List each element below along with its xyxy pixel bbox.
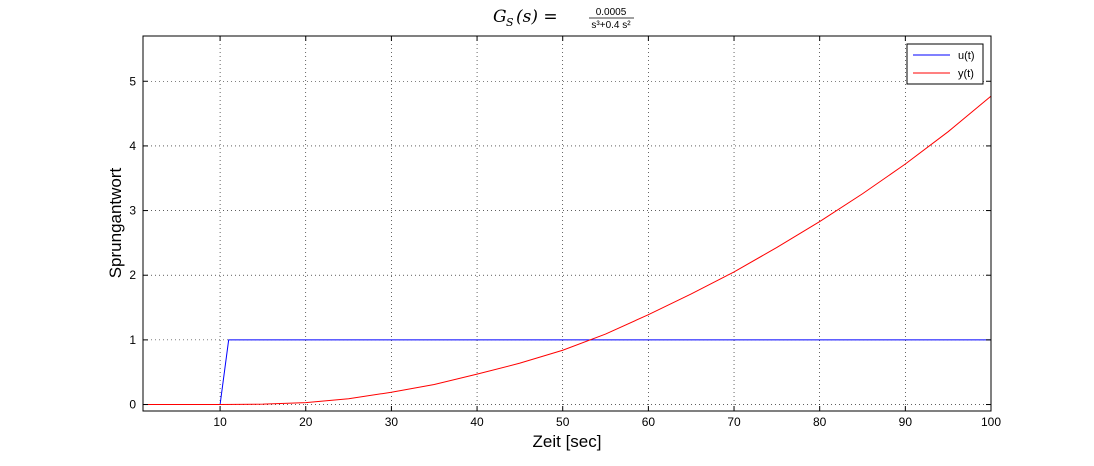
- legend: u(t) y(t): [906, 43, 984, 85]
- x-axis-label: Zeit [sec]: [533, 432, 602, 451]
- title-numerator: 0.0005: [596, 7, 627, 18]
- title-lhs-arg: (s) =: [516, 7, 558, 27]
- title-lhs: G: [493, 7, 507, 27]
- x-tick-label: 80: [813, 415, 827, 429]
- y-tick-label: 1: [129, 333, 136, 347]
- x-tick-label: 100: [981, 415, 1001, 429]
- y-tick-label: 5: [129, 74, 136, 88]
- y-axis-label: Sprungantwort: [106, 167, 125, 278]
- x-tick-label: 10: [213, 415, 227, 429]
- legend-box: [906, 43, 984, 85]
- y-tick-label: 3: [129, 204, 136, 218]
- ticks: 10 20 30 40 50 60 70 80 90 100 0 1 2 3 4 5: [129, 36, 1001, 429]
- x-tick-label: 90: [899, 415, 913, 429]
- x-tick-label: 60: [642, 415, 656, 429]
- x-tick-label: 30: [385, 415, 399, 429]
- series-layer: [143, 95, 992, 406]
- x-tick-label: 40: [470, 415, 484, 429]
- title-denominator: s³+0.4 s²: [591, 20, 631, 31]
- x-tick-label: 20: [299, 415, 313, 429]
- chart-title: G S (s) = 0.0005 s³+0.4 s²: [493, 7, 634, 31]
- plot-frame: [142, 35, 992, 412]
- title-lhs-subscript: S: [506, 16, 514, 29]
- legend-label-u: u(t): [958, 50, 975, 62]
- y-tick-label: 4: [129, 139, 136, 153]
- x-tick-label: 70: [727, 415, 741, 429]
- y-tick-label: 0: [129, 398, 136, 412]
- y-tick-label: 2: [129, 268, 136, 282]
- series-line-y: [143, 95, 992, 406]
- legend-label-y: y(t): [958, 68, 974, 80]
- x-tick-label: 50: [556, 415, 570, 429]
